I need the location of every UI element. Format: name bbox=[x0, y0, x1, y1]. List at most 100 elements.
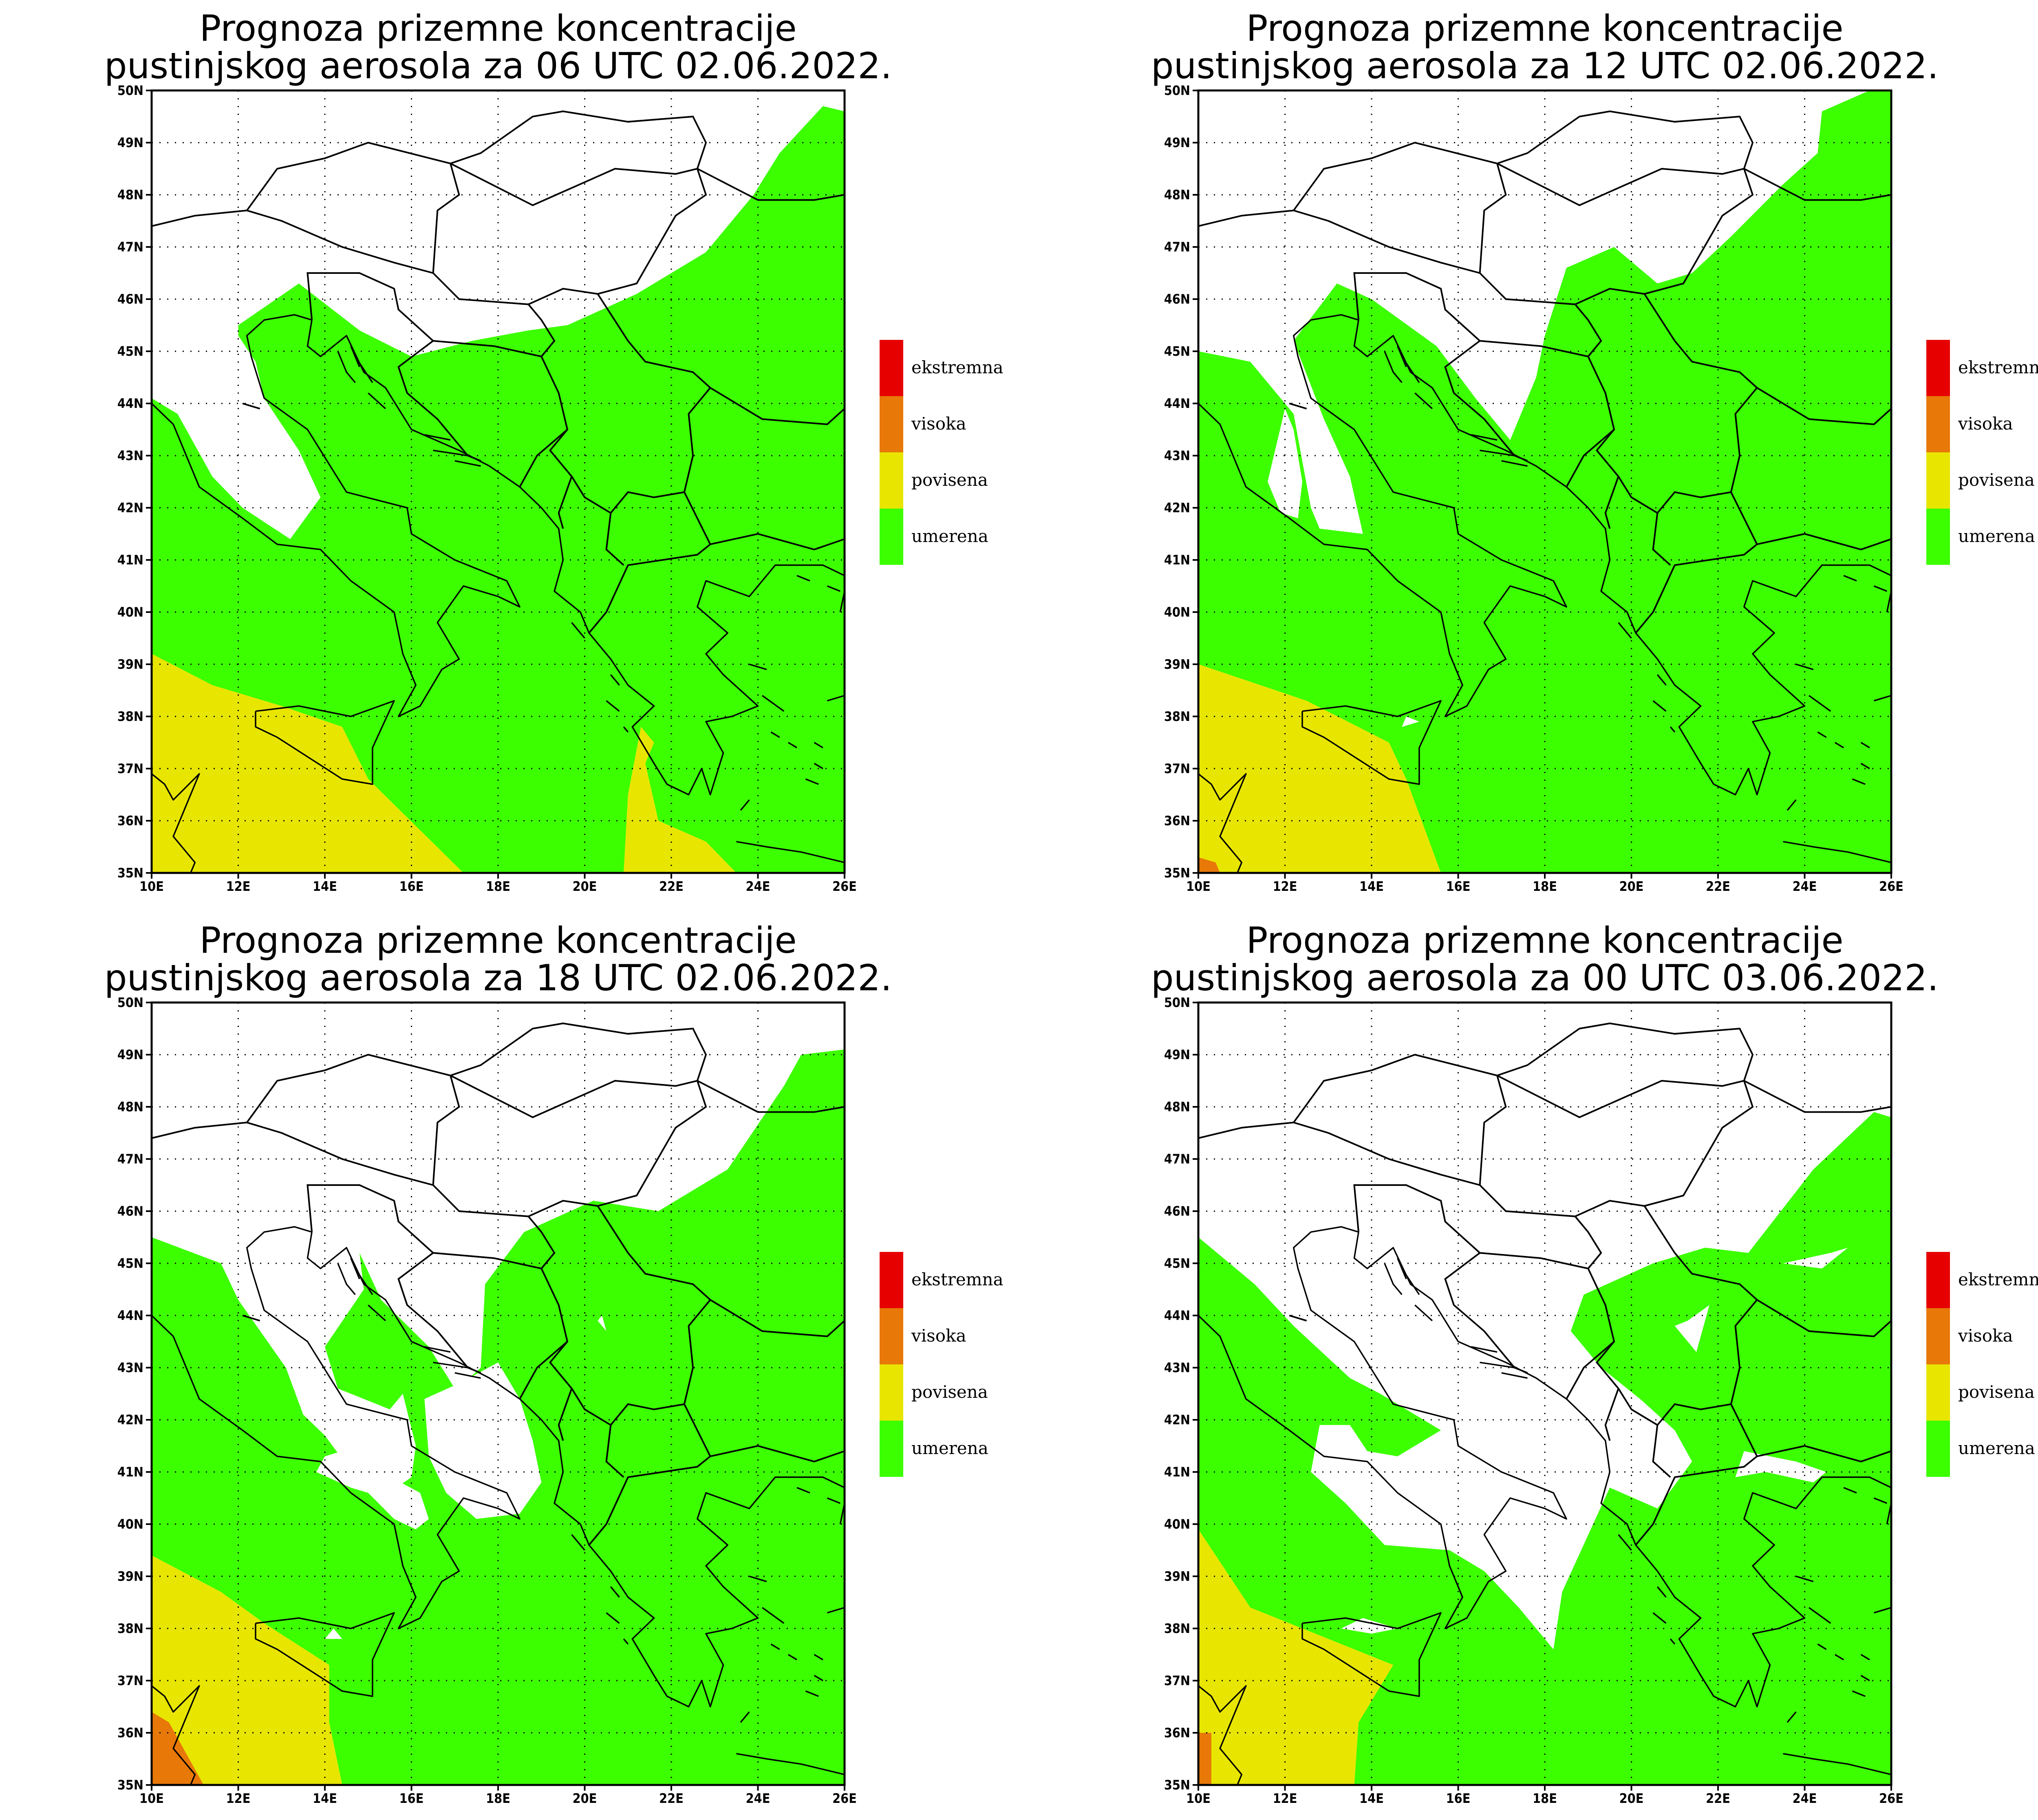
legend-label-visoka: visoka bbox=[911, 1326, 966, 1346]
island-outline bbox=[1414, 1304, 1433, 1322]
legend-swatch-umerena bbox=[880, 1421, 903, 1477]
lat-tick-label: 42N bbox=[117, 500, 143, 516]
lat-tick-label: 40N bbox=[117, 604, 143, 620]
island-outline bbox=[762, 695, 785, 712]
island-outline bbox=[1795, 1575, 1814, 1582]
lat-tick-label: 44N bbox=[117, 396, 143, 411]
island-outline bbox=[1397, 346, 1407, 368]
clean-air-area bbox=[1649, 1420, 1675, 1483]
lat-tick-label: 38N bbox=[117, 709, 143, 724]
country-border bbox=[1198, 1080, 1754, 1217]
island-outline bbox=[1817, 1643, 1827, 1650]
panel-title-line1: Prognoza prizemne koncentracije bbox=[199, 919, 796, 961]
lat-tick-label: 37N bbox=[1164, 1673, 1190, 1688]
lon-tick-label: 14E bbox=[1359, 1791, 1384, 1806]
coastline bbox=[1353, 1232, 1891, 1708]
island-outline bbox=[1670, 1638, 1676, 1645]
legend-label-ekstremna: ekstremna bbox=[1958, 1269, 2038, 1289]
legend-label-povisena: povisena bbox=[911, 470, 988, 490]
island-outline bbox=[805, 778, 819, 785]
legend-swatch-umerena bbox=[1926, 1421, 1950, 1477]
clean-air-area bbox=[1402, 716, 1419, 727]
lat-tick-label: 39N bbox=[117, 1569, 143, 1584]
country-border bbox=[710, 533, 845, 551]
island-outline bbox=[368, 392, 386, 410]
legend: ekstremna visoka povisena umerena bbox=[1926, 340, 2038, 565]
legend-swatch-visoka bbox=[880, 1308, 903, 1364]
lat-tick-label: 50N bbox=[1164, 83, 1190, 98]
lon-tick-label: 24E bbox=[1793, 1791, 1817, 1806]
island-outline bbox=[762, 1607, 785, 1624]
lon-tick-label: 10E bbox=[139, 1791, 164, 1806]
coastline bbox=[740, 1711, 750, 1723]
country-border bbox=[710, 387, 845, 425]
island-outline bbox=[1618, 622, 1632, 639]
island-outline bbox=[1873, 1497, 1888, 1504]
country-border bbox=[1595, 429, 1758, 634]
island-outline bbox=[433, 449, 468, 456]
lon-tick-label: 12E bbox=[1273, 1791, 1297, 1806]
lat-tick-label: 40N bbox=[117, 1516, 143, 1532]
lat-tick-label: 45N bbox=[1164, 344, 1190, 359]
island-outline bbox=[1397, 1258, 1407, 1280]
island-outline bbox=[1471, 1346, 1498, 1353]
clean-air-area bbox=[325, 1628, 342, 1639]
island-outline bbox=[749, 663, 767, 670]
country-border bbox=[1643, 293, 1758, 493]
coastline bbox=[307, 319, 845, 795]
island-outline bbox=[1670, 726, 1676, 733]
povisena-area bbox=[1198, 664, 1441, 873]
island-outline bbox=[337, 351, 356, 383]
country-border bbox=[1604, 476, 1619, 529]
lat-tick-label: 50N bbox=[117, 83, 143, 98]
clean-air-area bbox=[1735, 1451, 1826, 1483]
island-outline bbox=[827, 695, 845, 702]
country-border bbox=[1757, 1445, 1891, 1463]
island-outline bbox=[1384, 1263, 1403, 1295]
legend-label-povisena: povisena bbox=[1958, 470, 2035, 490]
legend-label-povisena: povisena bbox=[911, 1382, 988, 1402]
legend-label-visoka: visoka bbox=[911, 414, 966, 434]
lon-tick-label: 24E bbox=[1793, 879, 1817, 894]
country-border bbox=[1574, 304, 1602, 357]
legend-label-ekstremna: ekstremna bbox=[911, 1269, 1004, 1289]
map-area bbox=[1198, 90, 1891, 873]
lat-tick-label: 49N bbox=[117, 135, 143, 150]
lat-tick-label: 46N bbox=[117, 1203, 143, 1219]
lon-tick-label: 16E bbox=[1446, 1791, 1471, 1806]
lon-tick-label: 22E bbox=[659, 1791, 684, 1806]
country-border bbox=[450, 1022, 707, 1118]
legend-swatch-umerena bbox=[1926, 509, 1950, 565]
country-border bbox=[1574, 1216, 1602, 1269]
coastline bbox=[307, 1232, 845, 1708]
lat-tick-label: 49N bbox=[1164, 1047, 1190, 1062]
lat-tick-label: 40N bbox=[1164, 1516, 1190, 1532]
lat-tick-label: 35N bbox=[1164, 1777, 1190, 1793]
legend-swatch-povisena bbox=[1926, 1364, 1950, 1421]
legend-swatch-visoka bbox=[1926, 396, 1950, 452]
legend-label-visoka: visoka bbox=[1958, 414, 2013, 434]
island-outline bbox=[433, 1362, 468, 1368]
island-outline bbox=[1834, 742, 1844, 749]
visoka-area bbox=[152, 1712, 204, 1785]
legend-swatch-ekstremna bbox=[1926, 340, 1950, 396]
country-border bbox=[1756, 1299, 1891, 1337]
lat-tick-label: 37N bbox=[1164, 761, 1190, 776]
country-border bbox=[1743, 168, 1891, 201]
lat-tick-label: 46N bbox=[1164, 1203, 1190, 1219]
lon-tick-label: 14E bbox=[1359, 879, 1384, 894]
legend-label-ekstremna: ekstremna bbox=[1958, 357, 2038, 377]
lat-tick-label: 35N bbox=[117, 1777, 143, 1793]
legend-swatch-povisena bbox=[1926, 452, 1950, 509]
island-outline bbox=[606, 700, 620, 712]
panel-title-line2: pustinjskog aerosola za 18 UTC 02.06.202… bbox=[104, 957, 892, 999]
lat-tick-label: 50N bbox=[117, 995, 143, 1010]
coastline bbox=[255, 700, 395, 785]
lon-tick-label: 20E bbox=[573, 1791, 597, 1806]
coastline bbox=[152, 1685, 200, 1785]
lat-tick-label: 38N bbox=[117, 1621, 143, 1636]
country-border bbox=[397, 1252, 481, 1374]
umerena-area bbox=[152, 106, 845, 873]
island-outline bbox=[1860, 762, 1870, 769]
povisena-area bbox=[152, 1555, 342, 1785]
